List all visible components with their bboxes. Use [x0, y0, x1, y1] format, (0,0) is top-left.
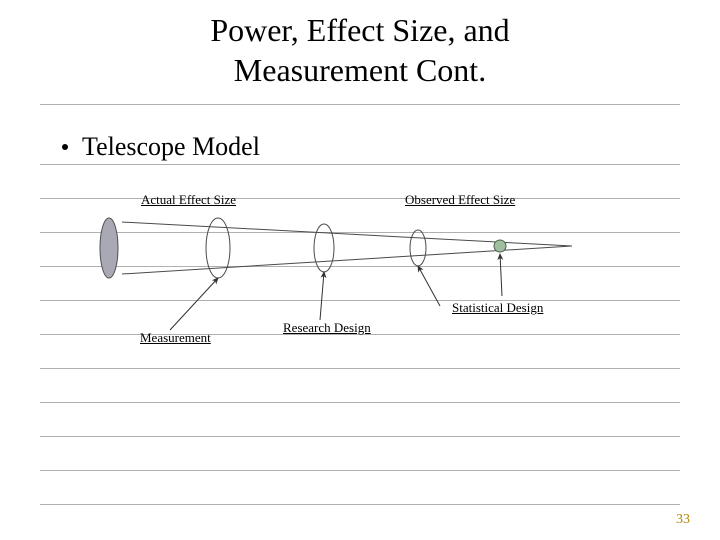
title-line-2: Measurement Cont.: [0, 50, 720, 90]
bullet-text: Telescope Model: [82, 132, 260, 162]
label-statistical-design: Statistical Design: [452, 300, 543, 316]
slide-number: 33: [676, 512, 690, 528]
bullet-dot-icon: [62, 144, 68, 150]
label-measurement: Measurement: [140, 330, 211, 346]
slide-title: Power, Effect Size, and Measurement Cont…: [0, 10, 720, 90]
title-line-1: Power, Effect Size, and: [0, 10, 720, 50]
slide: Power, Effect Size, and Measurement Cont…: [0, 0, 720, 540]
label-observed-effect-size: Observed Effect Size: [405, 192, 515, 208]
bullet-item: Telescope Model: [62, 132, 260, 162]
label-actual-effect-size: Actual Effect Size: [141, 192, 236, 208]
label-research-design: Research Design: [283, 320, 371, 336]
